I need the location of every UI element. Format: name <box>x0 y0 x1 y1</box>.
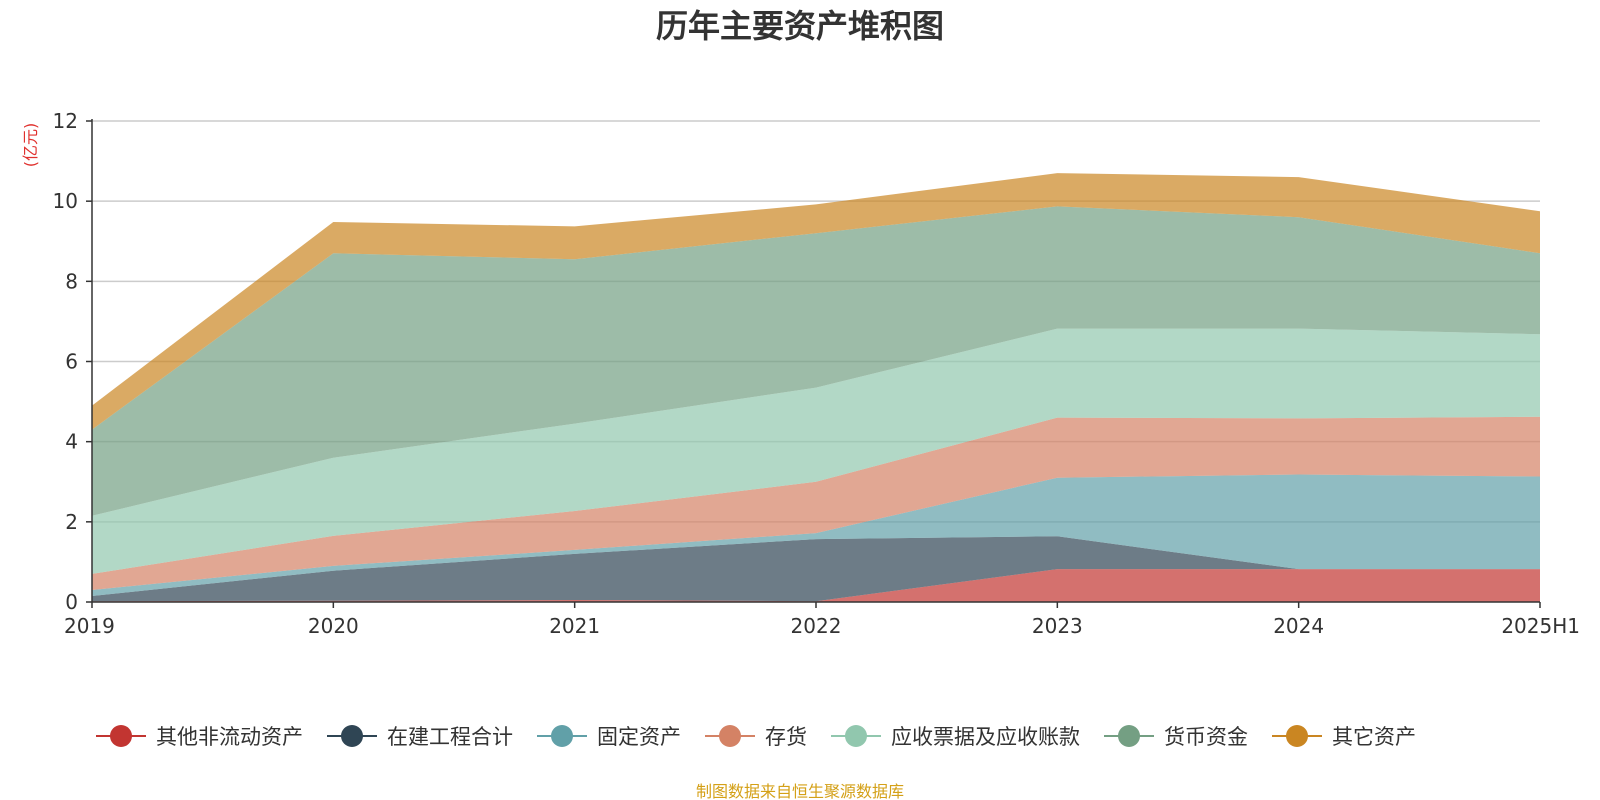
y-axis-ticks: 0 2 4 6 8 10 12 <box>53 109 92 614</box>
y-tick-label: 4 <box>65 430 78 454</box>
legend: 其他非流动资产 在建工程合计 固定资产 存货 应收票据及应收账款 货币资金 其它资产 <box>96 725 1416 749</box>
x-tick-label: 2022 <box>791 614 842 638</box>
area-series-5 <box>92 206 1540 516</box>
x-tick-label: 2023 <box>1032 614 1083 638</box>
legend-label: 在建工程合计 <box>387 725 513 749</box>
legend-circle-marker <box>1118 725 1140 747</box>
area-series-1 <box>92 536 1540 602</box>
legend-circle-marker <box>341 725 363 747</box>
legend-label: 其他非流动资产 <box>156 725 303 749</box>
x-tick-label: 2020 <box>308 614 359 638</box>
legend-circle-marker <box>1286 725 1308 747</box>
legend-item[interactable]: 存货 <box>705 725 807 749</box>
legend-item[interactable]: 应收票据及应收账款 <box>831 725 1080 749</box>
area-series-0 <box>92 569 1540 602</box>
x-tick-label: 2019 <box>64 614 115 638</box>
legend-circle-marker <box>551 725 573 747</box>
y-axis-unit-label: (亿元) <box>21 123 40 168</box>
legend-item[interactable]: 其他非流动资产 <box>96 725 303 749</box>
legend-label: 应收票据及应收账款 <box>891 725 1080 749</box>
legend-item[interactable]: 固定资产 <box>537 725 681 749</box>
data-source-note: 制图数据来自恒生聚源数据库 <box>696 782 904 800</box>
y-tick-label: 12 <box>53 109 78 133</box>
area-series-2 <box>92 474 1540 596</box>
x-tick-label: 2021 <box>549 614 600 638</box>
legend-label: 货币资金 <box>1164 725 1248 749</box>
y-tick-label: 8 <box>65 269 78 293</box>
y-tick-label: 10 <box>53 189 78 213</box>
y-tick-label: 0 <box>65 590 78 614</box>
x-axis-ticks: 2019 2020 2021 2022 2023 2024 2025H1 <box>64 602 1580 638</box>
legend-circle-marker <box>845 725 867 747</box>
chart-title: 历年主要资产堆积图 <box>656 7 944 45</box>
area-series-3 <box>92 416 1540 590</box>
area-series-6 <box>92 173 1540 430</box>
y-tick-label: 6 <box>65 350 78 374</box>
legend-circle-marker <box>110 725 132 747</box>
legend-item[interactable]: 货币资金 <box>1104 725 1248 749</box>
legend-item[interactable]: 在建工程合计 <box>327 725 513 749</box>
legend-circle-marker <box>719 725 741 747</box>
legend-label: 存货 <box>765 725 807 749</box>
area-series-group <box>92 173 1540 602</box>
legend-item[interactable]: 其它资产 <box>1272 725 1416 749</box>
legend-label: 其它资产 <box>1332 725 1416 749</box>
area-series-4 <box>92 328 1540 574</box>
y-tick-label: 2 <box>65 510 78 534</box>
x-tick-label: 2025H1 <box>1501 614 1580 638</box>
x-tick-label: 2024 <box>1273 614 1324 638</box>
legend-label: 固定资产 <box>597 725 681 749</box>
